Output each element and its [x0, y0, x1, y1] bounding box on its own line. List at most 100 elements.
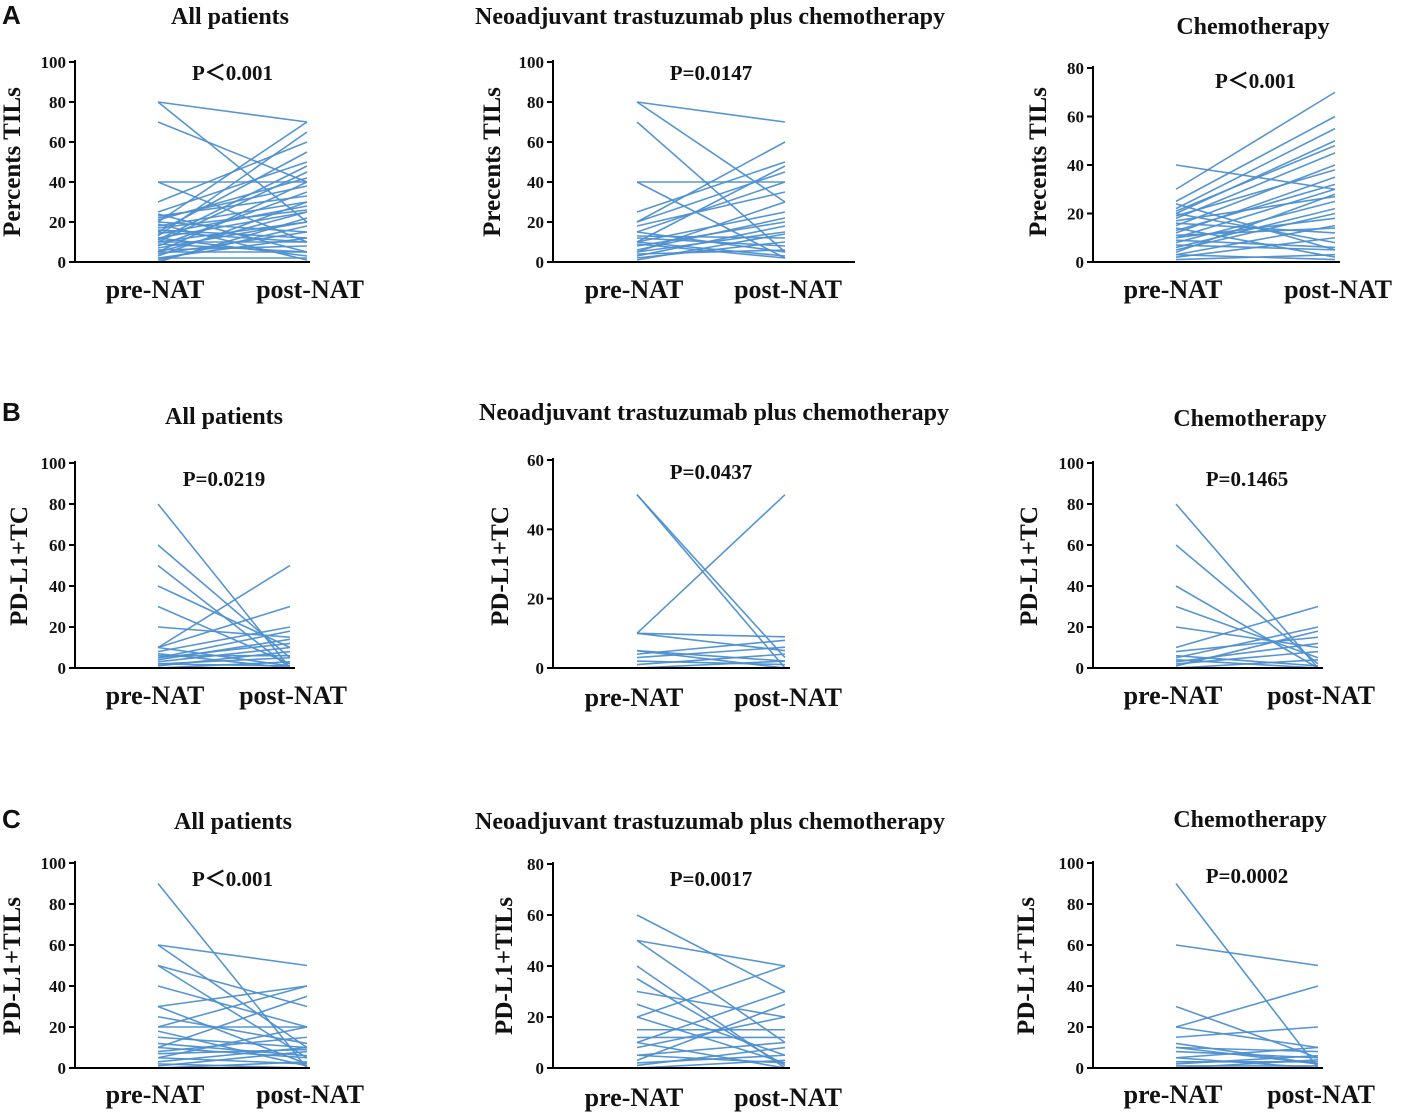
- y-tick-label: 40: [527, 957, 544, 976]
- y-tick-label: 0: [58, 253, 67, 272]
- panel-a-2: Neoadjuvant trastuzumab plus chemotherap…: [475, 4, 945, 304]
- patient-line: [1175, 183, 1336, 232]
- patient-line: [636, 233, 786, 261]
- x-category-label: post-NAT: [256, 275, 364, 304]
- x-category-label: pre-NAT: [585, 275, 684, 304]
- y-tick-label: 60: [49, 133, 66, 152]
- patient-line: [157, 985, 308, 1008]
- y-tick-label: 20: [49, 213, 66, 232]
- y-tick-label: 0: [536, 659, 545, 678]
- patient-line: [1175, 140, 1336, 215]
- y-tick-label: 20: [1067, 1018, 1084, 1037]
- patient-line: [157, 1030, 308, 1067]
- patient-line: [1175, 144, 1336, 212]
- patient-line: [157, 646, 291, 667]
- x-category-label: post-NAT: [734, 1083, 842, 1112]
- panel-title: All patients: [174, 809, 292, 835]
- patient-line: [636, 171, 786, 223]
- y-axis-title: PD-L1+TC: [1016, 506, 1043, 626]
- patient-line: [157, 141, 308, 203]
- patient-line: [1175, 193, 1336, 254]
- y-tick-label: 40: [527, 173, 544, 192]
- patient-line: [157, 201, 308, 227]
- y-tick-label: 0: [1076, 253, 1085, 272]
- y-tick-label: 60: [49, 936, 66, 955]
- patient-line: [157, 646, 291, 663]
- y-tick-label: 40: [1067, 977, 1084, 996]
- patient-line: [636, 1041, 786, 1069]
- y-tick-label: 20: [527, 590, 544, 609]
- x-category-label: post-NAT: [239, 681, 347, 710]
- patient-line: [636, 965, 786, 1018]
- patient-line: [636, 1054, 786, 1064]
- patient-line: [636, 646, 786, 659]
- patient-line: [636, 237, 786, 247]
- row-labels: A B C: [2, 0, 21, 834]
- patient-line: [157, 882, 308, 1069]
- patient-line: [157, 131, 308, 237]
- patient-line: [157, 209, 308, 229]
- p-value-label: P=0.0437: [670, 460, 753, 484]
- y-tick-label: 60: [1067, 108, 1084, 127]
- y-axis-title: PD-L1+TILs: [491, 897, 518, 1035]
- patient-line: [1175, 203, 1336, 251]
- patient-line: [1175, 654, 1319, 667]
- patient-line: [1175, 1046, 1319, 1053]
- y-tick-label: 0: [536, 253, 545, 272]
- series-lines: [636, 494, 786, 669]
- x-category-label: pre-NAT: [106, 681, 205, 710]
- patient-line: [1175, 164, 1336, 227]
- patient-line: [157, 944, 308, 967]
- y-tick-label: 0: [536, 1059, 545, 1078]
- series-lines: [157, 882, 308, 1069]
- patient-line: [157, 630, 291, 659]
- x-category-label: pre-NAT: [585, 1083, 684, 1112]
- patient-line: [157, 605, 291, 649]
- patient-line: [1175, 985, 1319, 1028]
- series-lines: [636, 914, 786, 1069]
- patient-line: [1175, 227, 1336, 258]
- y-tick-label: 100: [41, 454, 67, 473]
- y-tick-label: 20: [527, 213, 544, 232]
- series-lines: [1175, 503, 1319, 669]
- row-label-c: C: [2, 804, 21, 834]
- patient-line: [157, 231, 308, 255]
- p-value-label: P=0.0017: [670, 867, 753, 891]
- patient-line: [636, 225, 786, 257]
- patient-line: [157, 221, 308, 233]
- series-lines: [636, 101, 786, 261]
- patient-line: [157, 663, 291, 667]
- patient-line: [636, 494, 786, 659]
- x-category-label: pre-NAT: [106, 1080, 205, 1109]
- y-tick-label: 0: [1076, 1059, 1085, 1078]
- panel-c-2: Neoadjuvant trastuzumab plus chemotherap…: [475, 809, 945, 1112]
- row-label-b: B: [2, 397, 21, 427]
- patient-line: [636, 990, 786, 1044]
- patient-line: [636, 632, 786, 638]
- patient-line: [1175, 127, 1336, 210]
- patient-line: [636, 639, 786, 655]
- y-tick-label: 80: [49, 495, 66, 514]
- series-lines: [1175, 883, 1319, 1069]
- y-tick-label: 20: [49, 1018, 66, 1037]
- y-tick-label: 80: [527, 93, 544, 112]
- p-value-label: P＜0.001: [192, 867, 273, 891]
- p-value-label: P=0.0147: [670, 61, 753, 85]
- y-tick-label: 80: [49, 93, 66, 112]
- patient-line: [157, 585, 291, 649]
- patient-line: [157, 964, 308, 1059]
- patient-line: [636, 978, 786, 1067]
- patient-line: [636, 165, 786, 243]
- patient-line: [157, 101, 308, 223]
- patient-line: [636, 494, 786, 669]
- panel-title: Neoadjuvant trastuzumab plus chemotherap…: [479, 400, 949, 426]
- patient-line: [1175, 1026, 1319, 1049]
- y-tick-label: 60: [527, 451, 544, 470]
- patient-line: [157, 237, 308, 257]
- patient-line: [157, 195, 308, 217]
- panel-title: All patients: [165, 404, 283, 430]
- y-tick-label: 40: [527, 520, 544, 539]
- patient-line: [636, 632, 786, 652]
- panel-title: Chemotherapy: [1176, 14, 1329, 40]
